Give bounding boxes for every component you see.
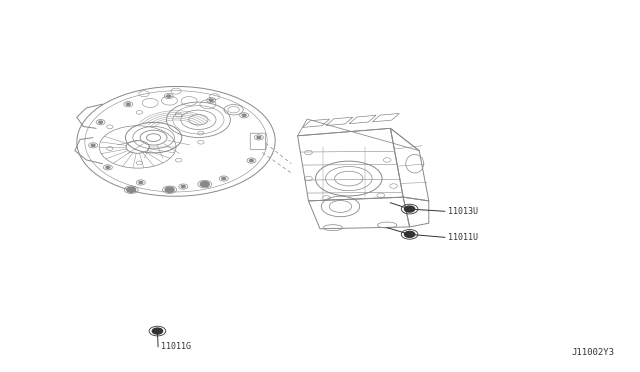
Text: 11013U: 11013U bbox=[448, 207, 478, 216]
Circle shape bbox=[91, 144, 95, 147]
Circle shape bbox=[209, 99, 213, 101]
Circle shape bbox=[250, 160, 253, 162]
Circle shape bbox=[165, 187, 174, 192]
Circle shape bbox=[126, 103, 130, 105]
Circle shape bbox=[200, 182, 209, 187]
Circle shape bbox=[242, 114, 246, 116]
Circle shape bbox=[257, 136, 261, 138]
Circle shape bbox=[127, 187, 136, 192]
Circle shape bbox=[404, 206, 415, 212]
Circle shape bbox=[106, 166, 110, 169]
Circle shape bbox=[167, 95, 171, 97]
Circle shape bbox=[139, 182, 143, 184]
Text: J11002Y3: J11002Y3 bbox=[572, 348, 614, 357]
Circle shape bbox=[152, 328, 163, 334]
Circle shape bbox=[99, 121, 102, 123]
Circle shape bbox=[222, 177, 226, 180]
Circle shape bbox=[181, 186, 185, 188]
Circle shape bbox=[404, 231, 415, 237]
Text: 11011U: 11011U bbox=[448, 233, 478, 242]
Text: 11011G: 11011G bbox=[161, 342, 191, 351]
